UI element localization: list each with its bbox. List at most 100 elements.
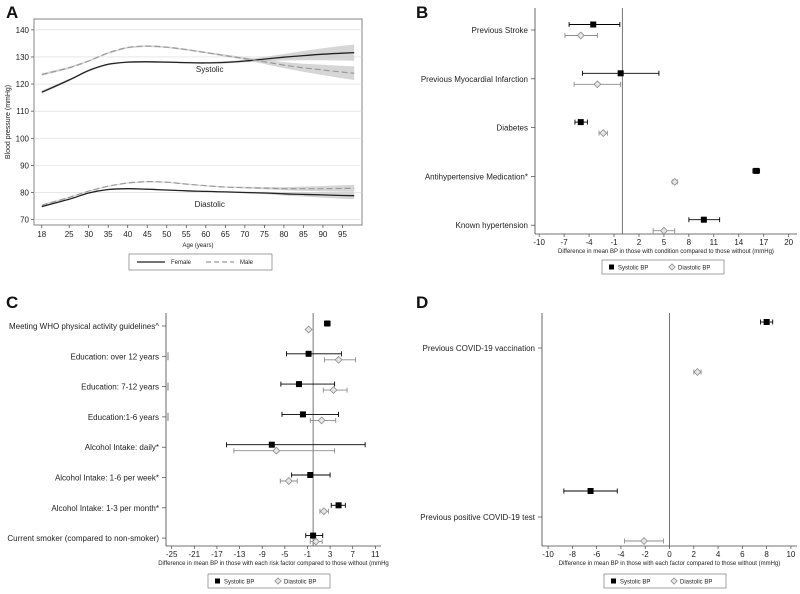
forest-row: Previous positive COVID-19 test [420,488,664,545]
diastolic-point [317,416,326,425]
panel-a-xtick-label: 35 [104,230,113,239]
forest-legend-box [601,259,725,275]
panel-a: A 70 80 90 100 110 120 130 140 18 25 30 35 40 45 50 55 60… [5,3,363,271]
panel-a-series-line [41,180,355,206]
forest-row: Meeting WHO physical activity guidelines… [9,320,331,334]
forest-legend-box [207,573,331,589]
forest-xlabel: Difference in mean BP in those with each… [158,561,389,567]
forest-xtick-label: 6 [740,550,745,559]
legend-systolic-swatch [609,264,614,270]
forest-row-label: Alcohol Intake: 1-3 per month* [51,504,159,513]
forest-row: Diabetes [496,119,608,138]
systolic-point [700,216,707,223]
forest-xtick-label: -5 [281,550,289,559]
forest-legend: Systolic BP Diastolic BP [601,259,725,275]
forest-legend-box [603,573,727,589]
systolic-point [268,441,275,448]
legend-systolic-label: Systolic BP [224,580,254,586]
forest-xtick-label: -2 [642,550,650,559]
diastolic-point [272,446,281,455]
forest-xtick-label: -7 [561,238,569,247]
panel-a-ytick-label: 90 [20,161,29,170]
forest-row: Education: over 12 years [71,350,356,364]
panel-a-ytick-label: 130 [16,53,30,62]
forest-xtick-label: -1 [304,550,312,559]
forest-row: Previous Myocardial Infarction [421,70,660,89]
forest-xtick-label: 17 [759,238,768,247]
legend-diastolic-swatch [274,577,282,585]
forest-row-label: Previous Stroke [472,26,529,35]
forest-xtick-label: 5 [662,238,667,247]
forest-xtick-label: 4 [716,550,721,559]
diastolic-point [640,537,648,545]
panel-a-ytick-label: 140 [16,26,30,35]
diastolic-point [304,325,313,334]
legend-diastolic-label: Diastolic BP [678,266,710,272]
forest-row: Alcohol Intake: 1-6 per week* [55,472,331,485]
forest-row: Alcohol Intake: 1-3 per month* [51,502,346,516]
diastolic-point [319,507,328,516]
forest-row-label: Previous Myocardial Infarction [421,75,528,84]
panel-a-ylabel: Blood pressure (mmHg) [5,85,12,159]
panel-d-letter: D [416,293,428,312]
legend-systolic-label: Systolic BP [618,266,648,272]
panel-a-legend-box [128,253,273,271]
legend-diastolic-swatch [670,577,678,585]
forest-row: Previous COVID-19 vaccination [423,319,774,376]
diastolic-point [593,80,602,89]
legend-systolic-label: Systolic BP [620,580,650,586]
forest-row-label: Diabetes [496,124,528,133]
forest-row-label: Previous positive COVID-19 test [420,513,535,522]
systolic-point [310,532,317,539]
forest-xtick-label: 14 [734,238,743,247]
systolic-point [299,411,306,418]
forest-xtick-label: -4 [586,238,594,247]
panel-b: B -10 -7 -4 -1 2 5 8 11 14 17 20 Difference in mean … [416,3,797,275]
forest-row-label: Known hypertension [456,221,529,230]
diastolic-point [693,368,702,376]
forest-xtick-label: -4 [617,550,625,559]
forest-row-label: Current smoker (compared to non-smoker) [7,534,159,543]
systolic-point [295,381,302,388]
diastolic-point [329,386,338,395]
panel-a-ytick-label: 70 [20,216,29,225]
panel-a-series-line [41,51,355,93]
forest-xtick-label: 2 [637,238,642,247]
forest-row: Current smoker (compared to non-smoker) [7,532,324,546]
diastolic-point [334,355,343,364]
panel-a-xtick-label: 90 [318,230,327,239]
legend-male-label: Male [240,260,254,266]
forest-xtick-label: 8 [687,238,692,247]
forest-row-label: Education: over 12 years [71,352,160,361]
panel-a-xtick-label: 85 [299,230,308,239]
panel-c-letter: C [6,293,18,312]
forest-xtick-label: -10 [542,550,554,559]
panel-a-ci-band [41,181,355,206]
forest-xtick-label: 10 [786,550,795,559]
panel-a-xtick-label: 25 [65,230,74,239]
panel-a-xtick-label: 50 [162,230,171,239]
legend-female-label: Female [171,260,192,266]
panel-b-letter: B [416,3,428,22]
legend-diastolic-label: Diastolic BP [284,580,316,586]
forest-legend: Systolic BP Diastolic BP [207,573,331,589]
systolic-point [753,167,760,174]
forest-xtick-label: 7 [350,550,355,559]
panel-d: D -10 -8 -6 -4 -2 0 2 4 6 8 10 Difference in mean BP… [416,293,797,589]
forest-xtick-label: 8 [764,550,769,559]
forest-legend: Systolic BP Diastolic BP [603,573,727,589]
legend-systolic-swatch [215,578,220,584]
systolic-point [324,320,331,327]
systolic-point [587,488,594,494]
diastolic-point [599,129,608,138]
panel-a-xtick-label: 18 [37,230,46,239]
panel-a-series-line [41,188,355,208]
panel-a-series-line [41,45,355,76]
diastolic-point [311,537,320,546]
legend-diastolic-swatch [668,263,676,271]
forest-row-label: Previous COVID-19 vaccination [423,344,536,353]
forest-xlabel: Difference in mean BP in those with each… [559,561,781,567]
forest-row: Education:1-6 years [88,411,340,425]
panel-a-xtick-label: 70 [240,230,249,239]
panel-a-xlabel: Age (years) [182,243,213,249]
